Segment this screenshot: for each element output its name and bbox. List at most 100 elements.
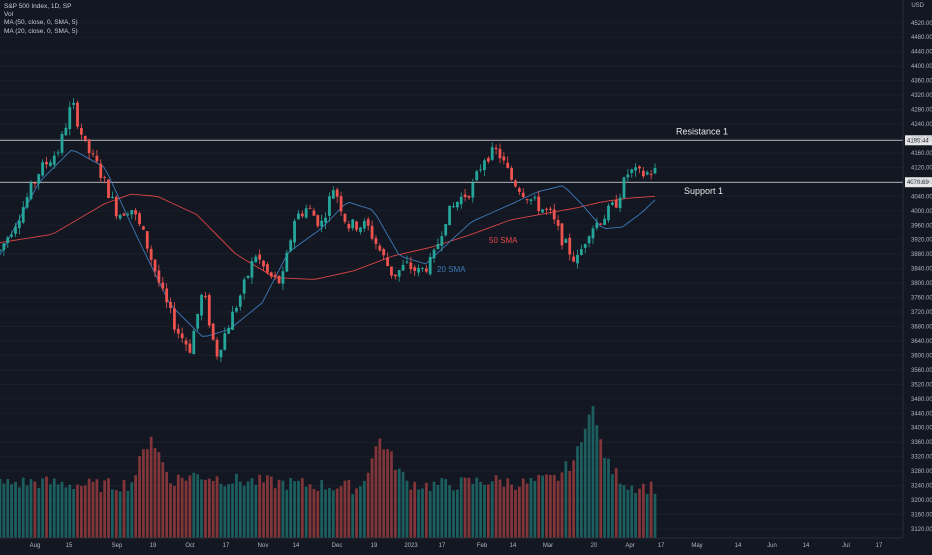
candle-body xyxy=(649,174,653,176)
volume-bar xyxy=(649,481,653,538)
candle-body xyxy=(149,248,153,260)
volume-bar xyxy=(215,476,219,538)
price-tick-label: 3800.00 xyxy=(911,281,932,287)
candle-body xyxy=(308,207,312,209)
candle-body xyxy=(320,220,324,227)
volume-bar xyxy=(591,406,595,538)
candle-body xyxy=(52,155,56,165)
volume-bar xyxy=(397,468,401,538)
volume-bar xyxy=(626,489,630,538)
candle-body xyxy=(262,260,265,267)
candle-body xyxy=(293,220,296,243)
candle-body xyxy=(76,102,79,127)
candle-body xyxy=(273,274,277,277)
volume-bar xyxy=(95,479,99,538)
candle-body xyxy=(300,213,304,217)
price-tick-label: 4520.00 xyxy=(911,21,932,27)
volume-bar xyxy=(312,488,316,538)
volume-bar xyxy=(76,484,79,538)
ma50-annotation: 50 SMA xyxy=(489,236,518,245)
volume-bar xyxy=(227,484,231,538)
time-tick-label: 17 xyxy=(223,543,230,549)
candle-body xyxy=(595,222,599,229)
price-tick-label: 3720.00 xyxy=(911,310,932,316)
ma-line xyxy=(0,193,656,280)
candle-body xyxy=(41,162,45,176)
volume-bar xyxy=(223,486,227,538)
time-tick-label: Feb xyxy=(477,543,488,549)
volume-bar xyxy=(324,489,327,538)
volume-bar xyxy=(359,486,362,538)
candle-body xyxy=(95,155,99,162)
volume-bar xyxy=(603,457,607,538)
ma20-legend[interactable]: MA (20, close, 0, SMA, 5) xyxy=(4,27,78,35)
volume-bar xyxy=(572,460,575,538)
candle-body xyxy=(351,219,355,229)
volume-bar xyxy=(262,482,265,538)
volume-bar xyxy=(153,448,157,538)
time-tick-label: 14 xyxy=(735,543,742,549)
candle-body xyxy=(479,169,482,171)
volume-bar xyxy=(308,484,312,538)
candle-body xyxy=(471,182,475,198)
volume-bar xyxy=(281,480,285,538)
volume-bar xyxy=(424,482,428,538)
volume-bar xyxy=(10,484,14,538)
candle-body xyxy=(64,127,68,136)
volume-bar xyxy=(184,480,188,538)
candle-body xyxy=(428,256,432,275)
candle-body xyxy=(370,225,374,239)
level-label: Support 1 xyxy=(684,186,723,196)
volume-bar xyxy=(564,461,568,538)
price-tick-label: 4400.00 xyxy=(911,64,932,70)
volume-bar xyxy=(118,491,122,538)
moving-averages xyxy=(0,149,656,337)
volume-bar xyxy=(258,474,262,538)
candle-body xyxy=(622,177,626,198)
time-tick-label: 20 xyxy=(591,543,598,549)
volume-bar xyxy=(490,481,494,538)
candle-body xyxy=(529,199,533,201)
candle-body xyxy=(591,228,595,239)
candle-body xyxy=(289,240,293,251)
candle-body xyxy=(576,254,579,264)
candle-body xyxy=(386,257,389,266)
candle-body xyxy=(521,192,525,197)
volume-bar xyxy=(607,458,610,538)
volume-bar xyxy=(347,480,351,538)
candle-body xyxy=(421,267,424,269)
candle-body xyxy=(614,199,618,208)
candle-body xyxy=(304,208,308,218)
volume-bar xyxy=(138,456,141,538)
price-tick-label: 3680.00 xyxy=(911,324,932,330)
volume-bar xyxy=(595,425,599,538)
price-tick-label: 4200.00 xyxy=(911,136,932,142)
symbol-title[interactable]: S&P 500 Index, 1D, SP xyxy=(4,3,72,10)
price-tick-label: 3120.00 xyxy=(911,527,932,533)
volume-bar xyxy=(269,476,273,538)
candle-body xyxy=(219,349,223,358)
volume-legend[interactable]: Vol xyxy=(4,11,14,19)
volume-bar xyxy=(390,451,393,538)
ma50-legend[interactable]: MA (50, close, 0, SMA, 5) xyxy=(4,19,78,27)
candle-body xyxy=(56,152,60,154)
volume-bar xyxy=(320,479,324,538)
candle-body xyxy=(634,167,638,171)
candle-body xyxy=(250,260,254,278)
currency-label: USD xyxy=(911,3,924,9)
volume-bar xyxy=(142,449,145,538)
volume-bar xyxy=(529,477,533,538)
level-price-tag xyxy=(905,135,932,146)
volume-bar xyxy=(180,477,184,538)
volume-bar xyxy=(366,472,370,538)
volume-bar xyxy=(413,481,417,538)
candle-body xyxy=(87,139,91,154)
price-tick-label: 3400.00 xyxy=(911,426,932,432)
volume-bar xyxy=(231,483,234,538)
annotations: 50 SMA 20 SMA xyxy=(437,236,518,274)
candle-body xyxy=(72,102,76,105)
time-tick-label: Apr xyxy=(625,543,634,549)
candle-body xyxy=(99,163,103,178)
